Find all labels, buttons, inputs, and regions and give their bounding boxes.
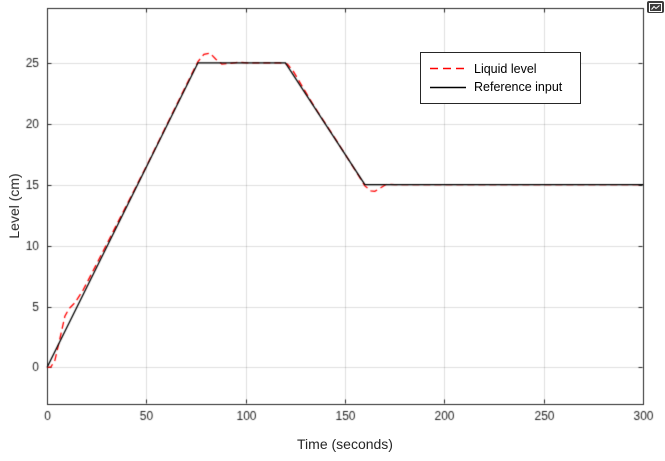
figure-popout-icon[interactable] bbox=[647, 1, 664, 13]
legend-entry-liquid-level: Liquid level bbox=[430, 61, 571, 76]
dashed-line-sample-icon bbox=[430, 68, 466, 70]
solid-line-sample-icon bbox=[430, 86, 466, 88]
legend[interactable]: Liquid level Reference input bbox=[420, 52, 581, 104]
legend-entry-reference-input: Reference input bbox=[430, 81, 571, 94]
legend-label-reference-input: Reference input bbox=[474, 80, 563, 94]
mini-chart-glyph-icon bbox=[649, 2, 662, 12]
legend-label-liquid-level: Liquid level bbox=[474, 61, 537, 76]
y-axis-label: Level (cm) bbox=[6, 173, 22, 239]
x-axis-label: Time (seconds) bbox=[297, 436, 393, 452]
